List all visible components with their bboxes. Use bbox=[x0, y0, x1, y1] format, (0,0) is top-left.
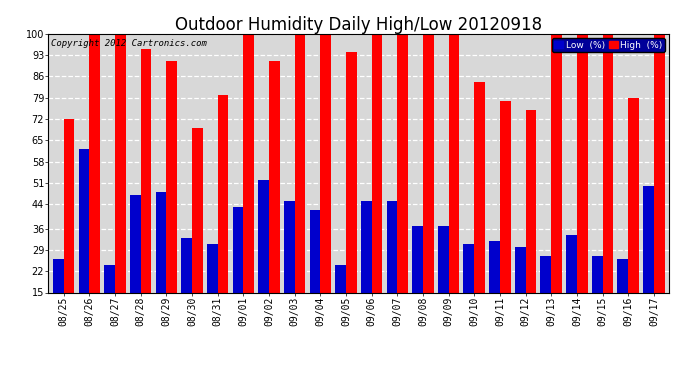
Bar bbox=[115, 34, 126, 292]
Text: Copyright 2012 Cartronics.com: Copyright 2012 Cartronics.com bbox=[51, 39, 207, 48]
Bar bbox=[592, 256, 602, 292]
Bar bbox=[540, 256, 551, 292]
Bar bbox=[577, 34, 588, 292]
Bar bbox=[346, 52, 357, 292]
Bar bbox=[155, 192, 166, 292]
Bar bbox=[526, 110, 536, 292]
Bar bbox=[79, 149, 90, 292]
Bar bbox=[233, 207, 244, 292]
Bar bbox=[397, 34, 408, 292]
Bar bbox=[566, 235, 577, 292]
Bar bbox=[90, 34, 100, 292]
Bar bbox=[474, 82, 485, 292]
Bar bbox=[244, 34, 254, 292]
Bar bbox=[464, 244, 474, 292]
Bar bbox=[500, 101, 511, 292]
Bar bbox=[217, 94, 228, 292]
Bar bbox=[130, 195, 141, 292]
Bar bbox=[104, 265, 115, 292]
Bar bbox=[448, 34, 460, 292]
Bar bbox=[320, 34, 331, 292]
Bar bbox=[412, 225, 423, 292]
Bar bbox=[489, 241, 500, 292]
Bar bbox=[181, 238, 192, 292]
Bar bbox=[643, 186, 654, 292]
Bar bbox=[207, 244, 217, 292]
Bar bbox=[372, 34, 382, 292]
Bar bbox=[269, 61, 279, 292]
Bar bbox=[63, 119, 75, 292]
Bar bbox=[423, 34, 434, 292]
Bar bbox=[335, 265, 346, 292]
Bar bbox=[361, 201, 372, 292]
Title: Outdoor Humidity Daily High/Low 20120918: Outdoor Humidity Daily High/Low 20120918 bbox=[175, 16, 542, 34]
Bar bbox=[628, 98, 639, 292]
Bar bbox=[654, 34, 664, 292]
Bar bbox=[295, 34, 306, 292]
Bar bbox=[53, 259, 63, 292]
Bar bbox=[551, 34, 562, 292]
Bar bbox=[166, 61, 177, 292]
Bar bbox=[602, 34, 613, 292]
Bar bbox=[141, 49, 152, 292]
Bar bbox=[438, 225, 449, 292]
Bar bbox=[386, 201, 397, 292]
Bar bbox=[618, 259, 628, 292]
Bar bbox=[284, 201, 295, 292]
Legend: Low  (%), High  (%): Low (%), High (%) bbox=[552, 38, 664, 52]
Bar bbox=[515, 247, 526, 292]
Bar bbox=[258, 180, 269, 292]
Bar bbox=[310, 210, 320, 292]
Bar bbox=[192, 128, 203, 292]
